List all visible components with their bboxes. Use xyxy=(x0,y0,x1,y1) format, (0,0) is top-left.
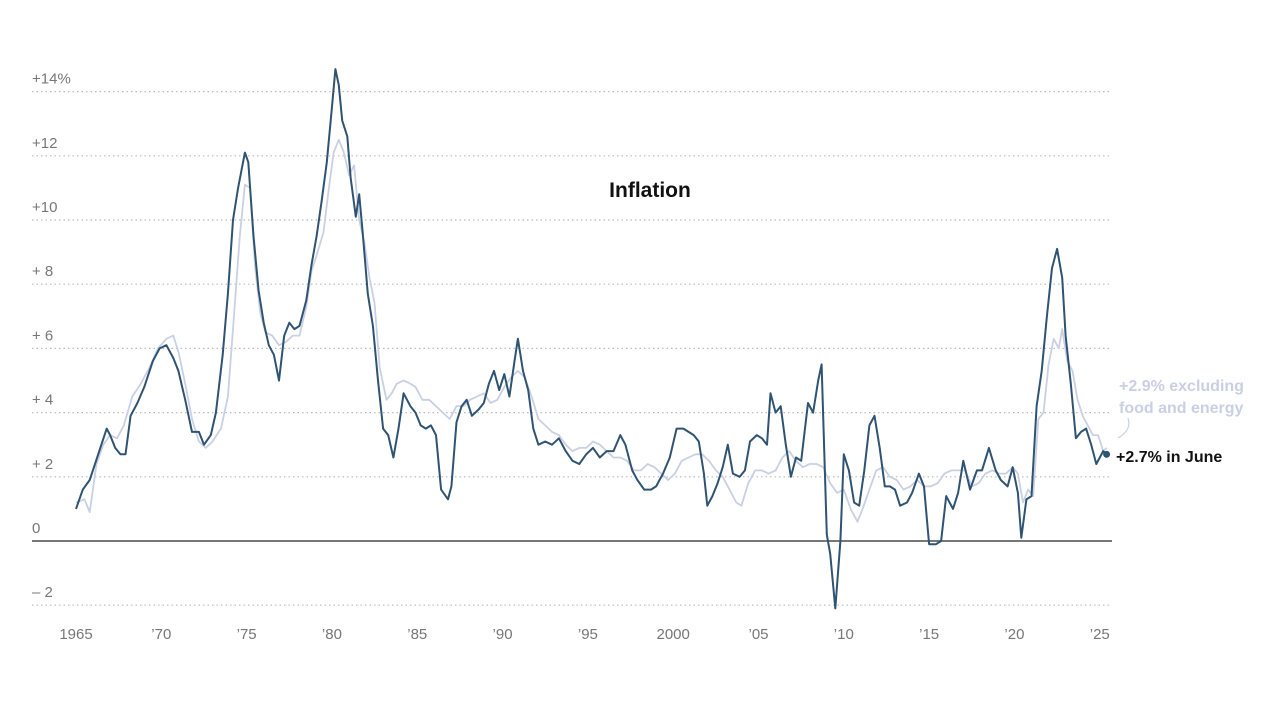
core-annotation-leader xyxy=(1117,417,1130,439)
x-tick-label: ’15 xyxy=(919,626,939,643)
core-annotation-line-1: +2.9% excluding xyxy=(1119,378,1244,395)
chart-title: Inflation xyxy=(609,179,691,202)
y-tick-label: +10 xyxy=(32,199,57,216)
x-tick-label: ’10 xyxy=(834,626,854,643)
y-axis-tick-labels: +14% +12 +10 + 8 + 6 + 4 + 2 0 – 2 xyxy=(32,71,71,602)
y-tick-label: + 8 xyxy=(32,263,53,280)
y-tick-label: – 2 xyxy=(32,584,53,601)
y-tick-label: + 2 xyxy=(32,456,53,473)
x-tick-label: ’70 xyxy=(151,626,171,643)
headline-end-point xyxy=(1103,450,1111,458)
x-tick-label: ’85 xyxy=(407,626,427,643)
x-tick-label: 1965 xyxy=(59,626,92,643)
y-tick-label: + 4 xyxy=(32,392,53,409)
x-tick-label: ’90 xyxy=(493,626,513,643)
gridlines xyxy=(32,90,1112,606)
x-tick-label: ’95 xyxy=(578,626,598,643)
x-tick-label: ’75 xyxy=(237,626,257,643)
y-tick-label: +12 xyxy=(32,135,57,152)
core-annotation-line-2: food and energy xyxy=(1119,400,1244,417)
x-tick-label: 2000 xyxy=(657,626,690,643)
y-tick-label: 0 xyxy=(32,520,40,537)
y-tick-label: + 6 xyxy=(32,327,53,344)
core-inflation-line xyxy=(75,138,1108,523)
y-tick-label: +14% xyxy=(32,71,71,88)
headline-inflation-line xyxy=(75,68,1108,610)
x-axis-tick-labels: 1965 ’70 ’75 ’80 ’85 ’90 ’95 2000 ’05 ’10 ’15 ’20 ’2… xyxy=(59,626,1109,643)
headline-annotation: +2.7% in June xyxy=(1116,449,1222,466)
x-tick-label: ’20 xyxy=(1004,626,1024,643)
x-tick-label: ’25 xyxy=(1090,626,1110,643)
series-lines xyxy=(75,68,1108,610)
x-tick-label: ’80 xyxy=(322,626,342,643)
x-tick-label: ’05 xyxy=(748,626,768,643)
